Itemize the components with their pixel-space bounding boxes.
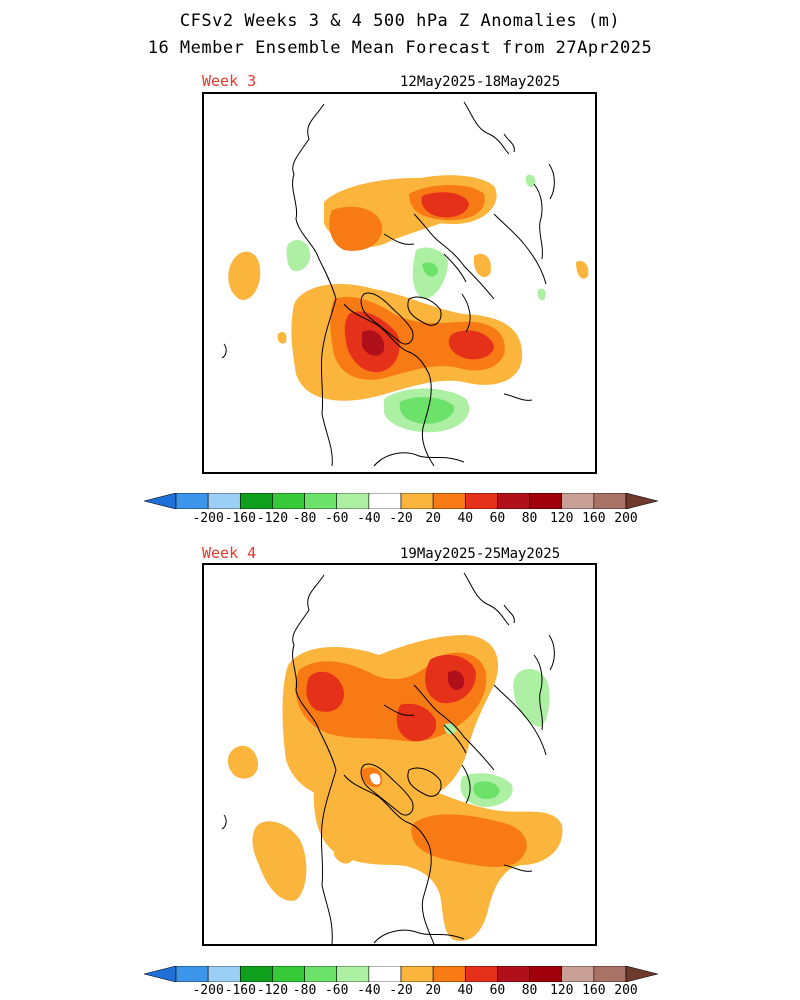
colorbar-tick-label: -20: [389, 511, 413, 526]
colorbar-tick-label: 20: [425, 983, 441, 998]
colorbar-swatch: [207, 966, 241, 982]
colorbar-swatch: [368, 493, 402, 509]
colorbar-swatch: [336, 966, 370, 982]
colorbar-swatch: [368, 966, 402, 982]
colorbar-swatch: [336, 493, 370, 509]
colorbar-tick-label: -20: [389, 983, 413, 998]
week4-coastlines: [221, 572, 555, 944]
colorbar-2-labels: -200 -160 -120 -80 -60 -40 -20 20 40 60 80 120 160 20…: [144, 983, 658, 999]
colorbar-swatch: [529, 966, 563, 982]
colorbar-1-labels: -200 -160 -120 -80 -60 -40 -20 20 40 60 80 120 160 20…: [144, 511, 658, 527]
colorbar-swatch: [239, 493, 273, 509]
colorbar-1: [144, 493, 658, 509]
colorbar-swatch: [400, 493, 434, 509]
colorbar-swatch: [529, 493, 563, 509]
colorbar-tick-label: -40: [357, 983, 381, 998]
colorbar-swatch: [175, 493, 209, 509]
chart-subtitle: 16 Member Ensemble Mean Forecast from 27…: [147, 38, 653, 58]
week3-positive-anomalies: [228, 175, 589, 401]
colorbar-right-arrow: [625, 493, 658, 509]
colorbar-swatch: [272, 493, 305, 509]
colorbar-tick-label: 160: [582, 511, 606, 526]
colorbar-tick-label: 160: [582, 983, 606, 998]
colorbar-tick-label: 200: [614, 983, 638, 998]
colorbar-swatch: [304, 493, 338, 509]
colorbar-swatch: [497, 493, 530, 509]
colorbar-swatch: [207, 493, 241, 509]
colorbar-swatch: [432, 966, 466, 982]
week3-coastlines: [221, 101, 555, 467]
colorbar-2-swatches: [144, 966, 658, 982]
colorbar-tick-label: -120: [256, 983, 289, 998]
colorbar-tick-label: -40: [357, 511, 381, 526]
week4-date-range: 19May2025-25May2025: [400, 546, 561, 562]
colorbar-swatch: [175, 966, 209, 982]
colorbar-tick-label: 80: [521, 983, 538, 998]
colorbar-swatch: [432, 493, 466, 509]
colorbar-tick-label: -80: [292, 511, 317, 526]
chart-title: CFSv2 Weeks 3 & 4 500 hPa Z Anomalies (m…: [179, 11, 621, 31]
colorbar-tick-label: -200: [192, 511, 224, 526]
week3-label: Week 3: [202, 72, 257, 90]
colorbar-left-arrow: [144, 966, 177, 982]
colorbar-tick-label: 120: [549, 983, 574, 998]
week3-date-range: 12May2025-18May2025: [400, 74, 561, 90]
colorbar-swatch: [561, 966, 595, 982]
colorbar-swatch: [239, 966, 273, 982]
week3-map: [202, 92, 597, 474]
colorbar-tick-label: -200: [192, 983, 224, 998]
colorbar-swatch: [400, 966, 434, 982]
colorbar-tick-label: -160: [224, 511, 256, 526]
colorbar-swatch: [593, 493, 627, 509]
week4-positive-anomalies: [227, 635, 563, 941]
colorbar-tick-label: 200: [614, 511, 638, 526]
colorbar-swatch: [497, 966, 530, 982]
colorbar-tick-label: 40: [457, 511, 474, 526]
colorbar-tick-label: 80: [521, 511, 538, 526]
colorbar-left-arrow: [144, 493, 177, 509]
colorbar-1-swatches: [144, 493, 658, 509]
colorbar-swatch: [593, 966, 627, 982]
colorbar-right-arrow: [625, 966, 658, 982]
week4-map: [202, 563, 597, 946]
colorbar-2: [144, 966, 658, 982]
colorbar-tick-label: 60: [489, 983, 506, 998]
colorbar-tick-label: -160: [224, 983, 256, 998]
colorbar-tick-label: -120: [256, 511, 289, 526]
colorbar-tick-label: 60: [489, 511, 506, 526]
colorbar-tick-label: -60: [324, 511, 349, 526]
colorbar-tick-label: -60: [324, 983, 349, 998]
week4-label: Week 4: [202, 544, 257, 562]
colorbar-swatch: [464, 966, 498, 982]
colorbar-swatch: [561, 493, 595, 509]
colorbar-tick-label: -80: [292, 983, 317, 998]
colorbar-tick-label: 40: [457, 983, 474, 998]
colorbar-swatch: [464, 493, 498, 509]
colorbar-swatch: [272, 966, 305, 982]
week3-negative-anomalies: [286, 174, 546, 433]
colorbar-tick-label: 120: [549, 511, 574, 526]
colorbar-swatch: [304, 966, 338, 982]
colorbar-tick-label: 20: [425, 511, 441, 526]
